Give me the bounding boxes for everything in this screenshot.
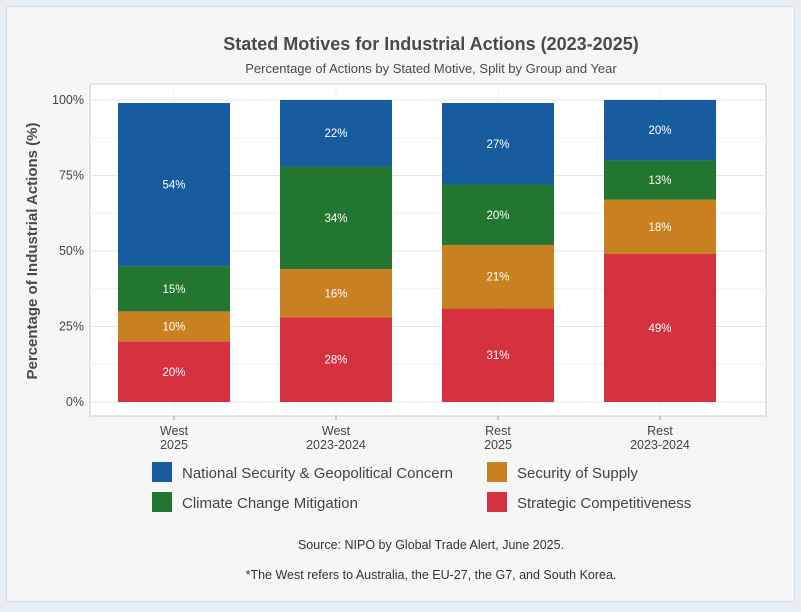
bar-segment xyxy=(280,166,392,270)
y-tick-label: 50% xyxy=(59,244,84,258)
bar-segment xyxy=(280,317,392,402)
y-tick-label: 0% xyxy=(66,395,84,409)
legend-swatch xyxy=(152,462,172,482)
y-axis-label: Percentage of Industrial Actions (%) xyxy=(24,123,41,380)
chart-subtitle: Percentage of Actions by Stated Motive, … xyxy=(245,61,617,76)
x-tick-label: West xyxy=(160,424,189,438)
source-caption: Source: NIPO by Global Trade Alert, June… xyxy=(298,538,564,552)
legend-swatch xyxy=(487,492,507,512)
segment-data-label: 49% xyxy=(648,323,671,335)
y-axis-ticks: 0% 25% 50% 75% 100% xyxy=(52,93,84,409)
segment-data-label: 28% xyxy=(324,355,347,367)
bar-segment xyxy=(280,269,392,318)
segment-data-label: 20% xyxy=(162,367,185,379)
x-tick-label: West xyxy=(322,424,351,438)
y-tick-label: 25% xyxy=(59,320,84,334)
bar-segment xyxy=(118,311,230,342)
legend-label: National Security & Geopolitical Concern xyxy=(182,465,453,482)
y-tick-label: 75% xyxy=(59,169,84,183)
bar-segment xyxy=(604,100,716,161)
legend: National Security & Geopolitical Concern… xyxy=(152,462,691,512)
segment-data-label: 16% xyxy=(324,288,347,300)
legend-swatch xyxy=(152,492,172,512)
segment-data-label: 31% xyxy=(486,350,509,362)
y-tick-label: 100% xyxy=(52,93,84,107)
x-tick-label: 2025 xyxy=(484,438,512,452)
bar-segment xyxy=(442,184,554,245)
segment-data-label: 54% xyxy=(162,180,185,192)
segment-data-label: 20% xyxy=(648,125,671,137)
segment-data-label: 27% xyxy=(486,139,509,151)
bar-segment xyxy=(604,199,716,255)
segment-data-label: 15% xyxy=(162,284,185,296)
bar-segment xyxy=(118,103,230,267)
legend-label: Strategic Competitiveness xyxy=(517,495,691,512)
bar-segment xyxy=(604,254,716,402)
chart-card: Stated Motives for Industrial Actions (2… xyxy=(6,6,795,602)
segment-data-label: 22% xyxy=(324,128,347,140)
x-tick-label: 2023-2024 xyxy=(630,438,690,452)
segment-data-label: 10% xyxy=(162,322,185,334)
x-tick-label: Rest xyxy=(647,424,673,438)
legend-swatch xyxy=(487,462,507,482)
stacked-bar-chart: Stated Motives for Industrial Actions (2… xyxy=(24,34,767,582)
x-tick-label: 2025 xyxy=(160,438,188,452)
note-caption: *The West refers to Australia, the EU-27… xyxy=(246,568,617,582)
chart-title: Stated Motives for Industrial Actions (2… xyxy=(223,34,638,54)
x-tick-label: Rest xyxy=(485,424,511,438)
bar-segment xyxy=(118,266,230,312)
legend-label: Climate Change Mitigation xyxy=(182,495,358,512)
x-tick-label: 2023-2024 xyxy=(306,438,366,452)
segment-data-label: 18% xyxy=(648,222,671,234)
bar-segment xyxy=(442,308,554,402)
bar-segment xyxy=(118,341,230,402)
x-axis-ticks: West2025West2023-2024Rest2025Rest2023-20… xyxy=(160,416,690,452)
bar-segment xyxy=(442,103,554,185)
segment-data-label: 21% xyxy=(486,272,509,284)
segment-data-label: 20% xyxy=(486,210,509,222)
segment-data-label: 13% xyxy=(648,175,671,187)
bar-segment xyxy=(280,100,392,167)
segment-data-label: 34% xyxy=(324,213,347,225)
bars: 20% 10% 15% 54% 28% 16% 34% 22% 31% 21% 20% 27% 49% 1… xyxy=(118,100,716,402)
legend-label: Security of Supply xyxy=(517,465,638,482)
bar-segment xyxy=(442,244,554,309)
bar-segment xyxy=(604,160,716,200)
